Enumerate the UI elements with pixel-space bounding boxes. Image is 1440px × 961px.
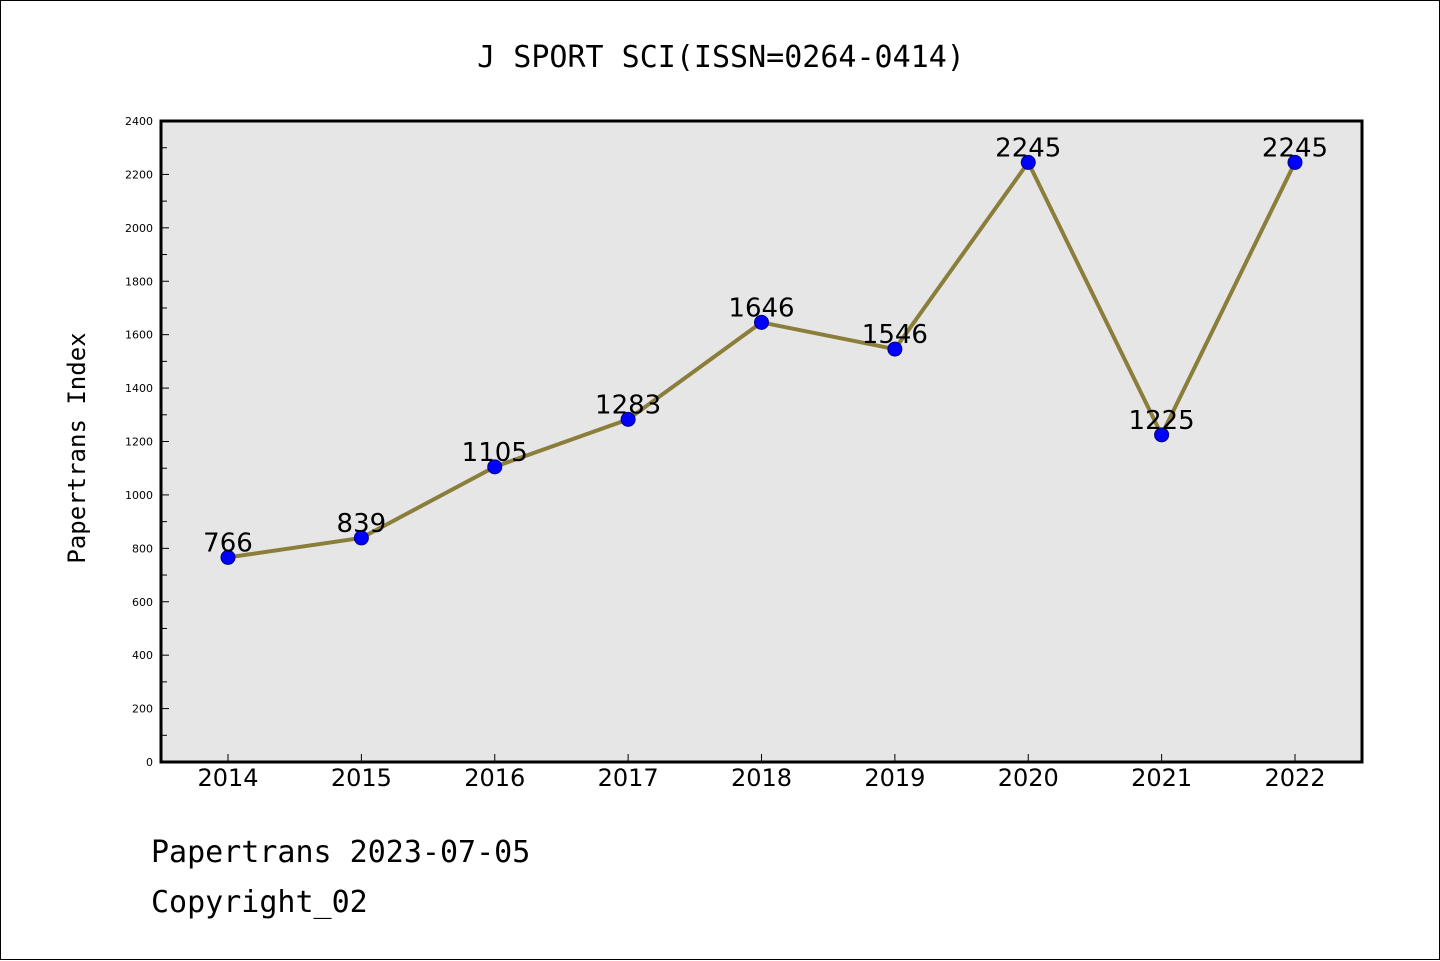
x-tick-label: 2022 xyxy=(1264,764,1325,792)
y-tick-label: 800 xyxy=(132,542,153,555)
y-tick-label: 1000 xyxy=(125,489,153,502)
x-tick-label: 2021 xyxy=(1131,764,1192,792)
x-tick-label: 2018 xyxy=(731,764,792,792)
footer-copyright: Copyright_02 xyxy=(151,885,368,920)
x-tick-label: 2017 xyxy=(598,764,659,792)
y-axis-label: Papertrans Index xyxy=(63,332,91,563)
data-point xyxy=(1287,154,1303,170)
data-point xyxy=(754,314,769,330)
y-tick-label: 1200 xyxy=(125,436,153,449)
data-point xyxy=(220,549,236,565)
y-tick-label: 1800 xyxy=(125,275,153,288)
data-label: 1225 xyxy=(1129,406,1195,436)
data-label: 1283 xyxy=(595,390,661,420)
data-label: 1105 xyxy=(462,438,528,468)
x-tick-label: 2016 xyxy=(464,764,525,792)
data-point xyxy=(487,459,503,475)
y-tick-label: 200 xyxy=(132,703,153,716)
data-label: 839 xyxy=(337,509,387,539)
data-point xyxy=(1020,154,1036,170)
y-tick-label: 1600 xyxy=(125,329,153,342)
data-point xyxy=(887,341,903,357)
data-point xyxy=(620,411,636,427)
data-markers xyxy=(220,154,1303,565)
y-tick-label: 2400 xyxy=(125,115,153,128)
data-labels: 766 839 1105 1283 1646 1546 2245 1225 2245 xyxy=(203,133,1328,558)
plot-frame xyxy=(159,119,1364,764)
x-tick-label: 2019 xyxy=(864,764,925,792)
x-tick-label: 2020 xyxy=(998,764,1059,792)
y-tick-label: 400 xyxy=(132,649,153,662)
y-tick-label: 2200 xyxy=(125,168,153,181)
y-tick-label: 2000 xyxy=(125,222,153,235)
data-label: 766 xyxy=(203,528,253,558)
footer-date: Papertrans 2023-07-05 xyxy=(151,835,531,870)
data-point xyxy=(1154,427,1170,443)
y-tick-label: 1400 xyxy=(125,382,153,395)
x-tick-label: 2015 xyxy=(331,764,392,792)
y-axis: 0 200 400 600 800 1000 1200 1400 1600 1800 2000 220… xyxy=(125,115,169,769)
data-point xyxy=(353,530,369,546)
data-label: 2245 xyxy=(995,133,1061,163)
y-tick-label: 600 xyxy=(132,596,153,609)
plot-area xyxy=(161,121,1362,762)
data-label: 1646 xyxy=(728,293,794,323)
data-label: 2245 xyxy=(1262,133,1328,163)
data-label: 1546 xyxy=(862,320,928,350)
x-axis: 2014 2015 2016 2017 2018 2019 2020 2021 2022 xyxy=(197,754,1326,792)
x-tick-label: 2014 xyxy=(197,764,258,792)
y-tick-label: 0 xyxy=(146,756,153,769)
chart-title: J SPORT SCI(ISSN=0264-0414) xyxy=(477,40,965,75)
